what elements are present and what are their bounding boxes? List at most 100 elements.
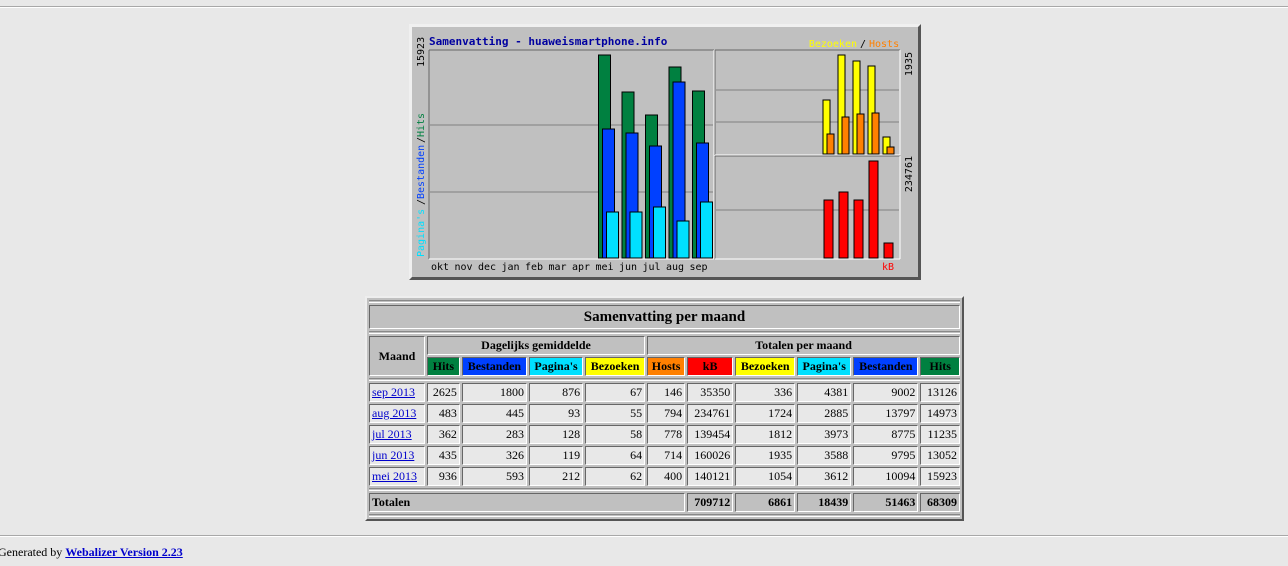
value-cell: 146	[647, 383, 686, 402]
value-cell: 13052	[920, 446, 960, 465]
month-label: aug	[666, 262, 684, 273]
footer: Generated by Webalizer Version 2.23	[0, 545, 183, 560]
month-cell: sep 2013	[369, 383, 425, 402]
hits-panel	[429, 50, 714, 259]
table-row: jul 2013 362 283 128 58 778 139454 1812 3973 8775…	[369, 425, 960, 444]
value-cell: 4381	[797, 383, 852, 402]
month-label: dec	[478, 262, 496, 273]
month-link[interactable]: jul 2013	[372, 427, 412, 441]
webalizer-link[interactable]: Webalizer Version 2.23	[65, 545, 183, 559]
month-link[interactable]: jun 2013	[372, 448, 415, 462]
value-cell: 11235	[920, 425, 960, 444]
graph-canvas: Samenvatting - huaweismartphone.info Bezo…	[416, 35, 915, 273]
value-cell: 3588	[797, 446, 852, 465]
month-label: jan	[501, 262, 519, 273]
value-cell: 140121	[687, 467, 734, 486]
value-cell: 435	[426, 446, 460, 465]
month-label: jun	[619, 262, 637, 273]
table-row: sep 2013 2625 1800 876 67 146 35350 336 4381 9002…	[369, 383, 960, 402]
daily-average-header: Dagelijks gemiddelde	[426, 336, 646, 355]
value-cell: 55	[585, 404, 646, 423]
kb-bar	[868, 160, 879, 259]
totals-label: Totalen	[369, 493, 686, 512]
sites-bar	[886, 146, 895, 155]
pages-bar	[653, 206, 666, 259]
value-cell: 1935	[735, 446, 796, 465]
value-cell: 15923	[920, 467, 960, 486]
axis-label-slash: /	[416, 199, 427, 205]
axis-label-files: Bestanden	[416, 145, 427, 199]
value-cell: 8775	[853, 425, 919, 444]
legend-visits: Bezoeken	[809, 39, 857, 50]
month-cell: aug 2013	[369, 404, 425, 423]
kb-bar	[883, 242, 894, 259]
value-cell: 35350	[687, 383, 734, 402]
separator-row	[369, 331, 960, 334]
maand-header: Maand	[369, 336, 425, 376]
value-cell: 1054	[735, 467, 796, 486]
table-title: Samenvatting per maand	[369, 305, 960, 329]
totals-cell: 68309	[920, 493, 960, 512]
daily-col-paginas: Pagina's	[528, 357, 584, 376]
value-cell: 936	[426, 467, 460, 486]
axis-label-pages: Pagina's	[416, 209, 427, 257]
value-cell: 2885	[797, 404, 852, 423]
month-link[interactable]: sep 2013	[372, 385, 415, 399]
sites-bar	[856, 113, 865, 155]
month-label: mar	[548, 262, 566, 273]
value-cell: 139454	[687, 425, 734, 444]
total-col-paginas: Pagina's	[797, 357, 852, 376]
legend-slash: /	[860, 39, 866, 50]
value-cell: 64	[585, 446, 646, 465]
table-row: mei 2013 936 593 212 62 400 140121 1054 3612 1009…	[369, 467, 960, 486]
title-text: Samenvatting - huaweismartphone.info	[429, 35, 668, 48]
value-cell: 9795	[853, 446, 919, 465]
kb-bar	[853, 199, 864, 259]
value-cell: 336	[735, 383, 796, 402]
month-cell: jun 2013	[369, 446, 425, 465]
value-cell: 67	[585, 383, 646, 402]
month-cell: mei 2013	[369, 467, 425, 486]
daily-col-bezoeken: Bezoeken	[585, 357, 646, 376]
value-cell: 283	[461, 425, 527, 444]
value-cell: 10094	[853, 467, 919, 486]
month-label: sep	[689, 262, 707, 273]
value-cell: 119	[528, 446, 584, 465]
total-col-hosts: Hosts	[647, 357, 686, 376]
footer-prefix: Generated by	[0, 545, 66, 559]
month-label: nov	[454, 262, 472, 273]
kb-bar	[823, 199, 834, 259]
value-cell: 9002	[853, 383, 919, 402]
total-col-hits: Hits	[920, 357, 960, 376]
value-cell: 362	[426, 425, 460, 444]
kb-bar	[838, 191, 849, 259]
month-label: mei	[595, 262, 613, 273]
month-label: apr	[572, 262, 590, 273]
value-cell: 1812	[735, 425, 796, 444]
month-label: feb	[525, 262, 543, 273]
kb-label: kB	[882, 262, 894, 273]
value-cell: 212	[528, 467, 584, 486]
value-cell: 593	[461, 467, 527, 486]
daily-col-hits: Hits	[426, 357, 460, 376]
value-cell: 714	[647, 446, 686, 465]
axis-label-slash: /	[416, 137, 427, 143]
legend-sites: Hosts	[869, 39, 899, 50]
value-cell: 14973	[920, 404, 960, 423]
sites-bar	[871, 112, 880, 155]
month-label: jul	[642, 262, 660, 273]
pages-bar	[629, 211, 643, 259]
value-cell: 400	[647, 467, 686, 486]
value-cell: 13797	[853, 404, 919, 423]
month-link[interactable]: mei 2013	[372, 469, 417, 483]
month-label: okt	[431, 262, 449, 273]
usage-summary-graph: Samenvatting - huaweismartphone.info Bezo…	[409, 24, 921, 280]
totals-row: Totalen 709712 6861 18439 51463 68309	[369, 493, 960, 512]
separator-row	[369, 488, 960, 491]
separator-row	[369, 300, 960, 303]
left-axis-max: 15923	[416, 37, 427, 67]
value-cell: 160026	[687, 446, 734, 465]
month-link[interactable]: aug 2013	[372, 406, 417, 420]
table-row: jun 2013 435 326 119 64 714 160026 1935 3588 9795…	[369, 446, 960, 465]
value-cell: 128	[528, 425, 584, 444]
